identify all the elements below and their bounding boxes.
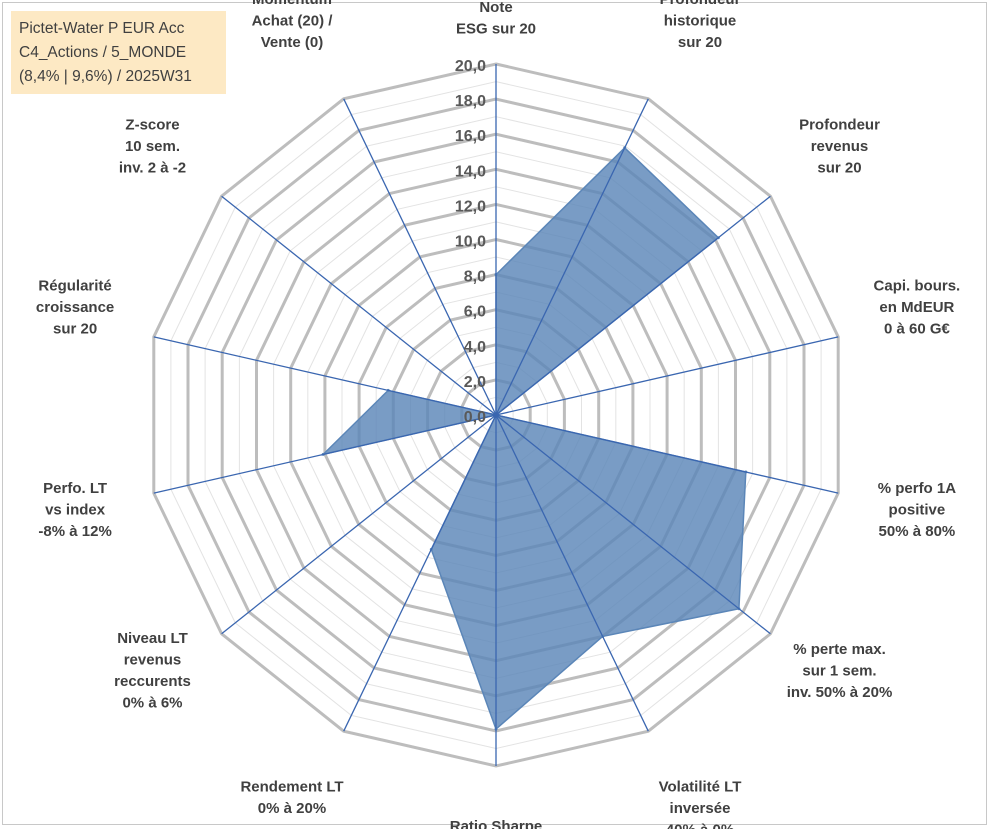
axis-label-line: inv. 2 à -2 — [119, 160, 186, 177]
axis-label-line: reccurents — [114, 673, 191, 690]
axis-label-line: positive — [889, 502, 946, 519]
axis-label-line: revenus — [811, 138, 869, 155]
axis-spoke — [495, 414, 839, 494]
axis-spoke — [495, 414, 771, 635]
radial-tick-label: 6,0 — [464, 304, 486, 321]
axis-label: Niveau LT revenus reccurents 0% à 6% — [114, 630, 191, 712]
axis-label: Z-score 10 sem. inv. 2 à -2 — [119, 117, 186, 177]
axis-label-line: 50% à 80% — [879, 523, 956, 540]
axis-label-line: Momentum — [252, 0, 332, 8]
axis-spoke — [153, 414, 497, 494]
axis-label: % perte max. sur 1 sem. inv. 50% à 20% — [787, 641, 893, 701]
axis-label-line: en MdEUR — [879, 299, 954, 316]
radial-tick-label: 10,0 — [455, 234, 486, 251]
axis-label-line: 10 sem. — [125, 138, 180, 155]
axis-label: Ratio Sharpe0 à 1 — [450, 818, 543, 829]
fund-name: Pictet-Water P EUR Acc — [19, 20, 185, 37]
axis-label-line: 0 à 60 G€ — [884, 321, 951, 338]
axis-label-line: Régularité — [38, 278, 111, 295]
axis-label: Rendement LT 0% à 20% — [240, 778, 343, 817]
axis-label: % perfo 1A positive 50% à 80% — [878, 480, 957, 540]
axis-label-line: Note — [479, 0, 512, 16]
axis-label: Capi. bours. en MdEUR 0 à 60 G€ — [874, 278, 961, 338]
axis-spoke — [495, 414, 649, 732]
axis-label: Note ESG sur 20 — [456, 0, 536, 38]
axis-label-line: inv. 50% à 20% — [787, 684, 893, 701]
axis-label-line: Ratio Sharpe — [450, 818, 543, 829]
axis-label-line: 0% à 20% — [258, 800, 326, 817]
radial-tick-label: 18,0 — [455, 93, 486, 110]
radial-tick-label: 8,0 — [464, 269, 486, 286]
axis-spoke — [495, 195, 771, 416]
axis-spoke — [221, 195, 497, 416]
radial-tick-label: 2,0 — [464, 374, 486, 391]
axis-label-line: vs index — [45, 502, 106, 519]
axis-label-line: Niveau LT — [117, 630, 188, 647]
radial-tick-label: 20,0 — [455, 58, 486, 75]
axis-label-line: 0% à 6% — [122, 695, 182, 712]
axis-label-line: sur 20 — [53, 321, 97, 338]
axis-spoke — [343, 98, 497, 416]
axis-label-line: sur 20 — [678, 34, 722, 51]
axis-label-line: croissance — [36, 299, 114, 316]
axis-label-line: Vente (0) — [261, 34, 324, 51]
axis-label-line: ESG sur 20 — [456, 21, 536, 38]
axis-label-line: Volatilité LT — [659, 778, 742, 795]
axis-label-line: sur 20 — [817, 160, 861, 177]
radial-tick-label: 16,0 — [455, 128, 486, 145]
fund-info-box: Pictet-Water P EUR Acc C4_Actions / 5_MO… — [11, 11, 226, 94]
axis-spoke — [153, 336, 497, 416]
axis-label: Momentum Achat (20) / Vente (0) — [252, 0, 334, 51]
axis-label: Volatilité LT inversée 40% à 0% — [659, 778, 742, 829]
axis-spoke — [221, 414, 497, 635]
axis-label: Profondeur historique sur 20 — [660, 0, 741, 51]
radial-tick-label: 0,0 — [464, 409, 486, 426]
fund-category: C4_Actions / 5_MONDE — [19, 44, 187, 61]
axis-spoke — [495, 98, 649, 416]
axis-label-line: Achat (20) / — [252, 13, 334, 30]
axis-label-line: inversée — [670, 800, 731, 817]
axis-label: Perfo. LT vs index -8% à 12% — [38, 480, 111, 540]
axis-label-line: % perte max. — [793, 641, 886, 658]
axis-label-line: Capi. bours. — [874, 278, 961, 295]
axis-label-line: Perfo. LT — [43, 480, 107, 497]
axis-label-line: % perfo 1A — [878, 480, 957, 497]
fund-performance-week: (8,4% | 9,6%) / 2025W31 — [19, 68, 192, 85]
axis-spoke — [495, 336, 839, 416]
axis-label-line: historique — [664, 13, 737, 30]
axis-spoke — [343, 414, 497, 732]
axis-label: Profondeur revenus sur 20 — [799, 117, 880, 177]
axis-label-line: Rendement LT — [240, 778, 343, 795]
axis-label-line: revenus — [124, 652, 182, 669]
axis-label-line: Z-score — [125, 117, 179, 134]
axis-label-line: Profondeur — [660, 0, 741, 8]
radial-tick-label: 4,0 — [464, 339, 486, 356]
radial-tick-label: 14,0 — [455, 163, 486, 180]
axis-label: Régularité croissance sur 20 — [36, 278, 114, 338]
radial-tick-label: 12,0 — [455, 198, 486, 215]
axis-label-line: 40% à 0% — [666, 821, 734, 829]
axis-label-line: -8% à 12% — [38, 523, 111, 540]
axis-label-line: sur 1 sem. — [802, 662, 876, 679]
axis-label-line: Profondeur — [799, 117, 880, 134]
